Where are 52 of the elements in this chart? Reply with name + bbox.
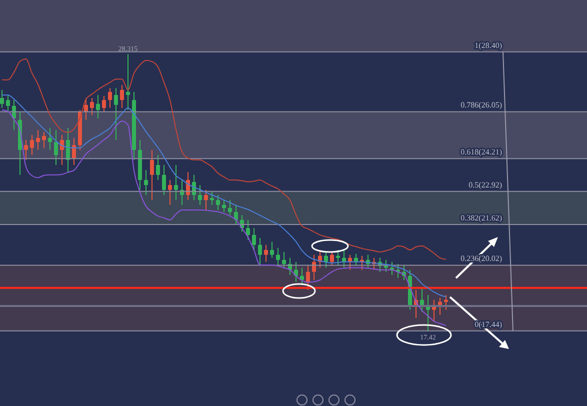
candlestick <box>198 184 202 206</box>
candlestick <box>150 149 154 201</box>
candlestick <box>108 88 112 108</box>
candlestick <box>156 154 160 180</box>
candlestick <box>30 134 34 156</box>
candlestick <box>420 287 424 312</box>
candlestick <box>228 200 232 216</box>
candlestick <box>162 164 166 196</box>
candlestick <box>384 259 388 272</box>
candlestick <box>24 140 28 160</box>
candlestick <box>234 204 238 226</box>
candlestick <box>6 94 10 112</box>
candlestick <box>174 164 178 201</box>
candlestick <box>270 241 274 258</box>
candlestick <box>102 95 106 112</box>
candlestick <box>252 228 256 250</box>
candlestick <box>216 194 220 210</box>
candlestick <box>144 170 148 196</box>
ref-line-label: 0.786(26.05) <box>460 100 502 110</box>
ref-line-label: 0.5(22.92) <box>468 180 502 190</box>
candlestick <box>438 297 442 316</box>
candlestick <box>54 130 58 166</box>
candlestick <box>324 252 328 268</box>
candlestick <box>276 247 280 266</box>
candlestick <box>312 254 316 280</box>
candlestick <box>336 249 340 266</box>
candlestick <box>246 219 250 240</box>
candlestick <box>282 252 286 268</box>
candlestick <box>120 84 124 108</box>
candlestick <box>210 191 214 206</box>
candlestick <box>48 128 52 150</box>
candlestick <box>258 238 262 266</box>
candlestick <box>42 131 46 148</box>
candlestick <box>204 189 208 210</box>
ref-line-label: 0.382(21.62) <box>460 214 502 223</box>
candlestick <box>300 267 304 286</box>
candlestick <box>444 294 448 310</box>
candlestick <box>96 94 100 119</box>
candlestick <box>90 98 94 116</box>
candlestick <box>66 128 70 173</box>
candlestick <box>36 130 40 150</box>
candlestick <box>114 88 118 140</box>
candlestick <box>306 264 310 290</box>
candlestick <box>264 244 268 262</box>
candlestick <box>0 89 4 108</box>
ref-line-label: 0.618(24.21) <box>460 148 502 157</box>
ref-line-label: 1(28.40) <box>474 40 502 50</box>
candlestick <box>72 137 76 166</box>
candlestick <box>222 200 226 213</box>
candlestick <box>168 179 172 206</box>
candlestick <box>330 252 334 266</box>
candlestick <box>126 54 130 110</box>
